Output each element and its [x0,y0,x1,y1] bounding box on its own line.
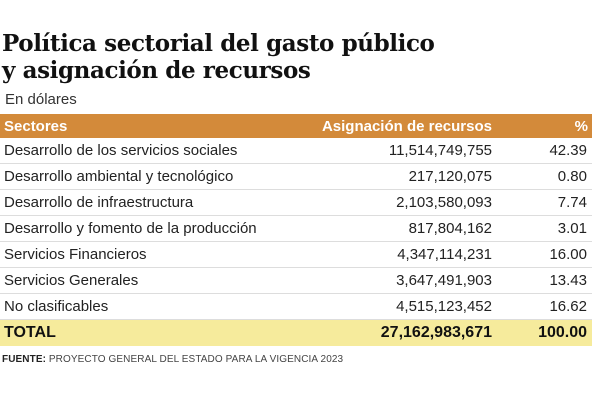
row-amount: 11,514,749,755 [300,138,496,164]
total-label: TOTAL [0,319,300,346]
infographic: Política sectorial del gasto público y a… [0,30,592,365]
budget-table: Sectores Asignación de recursos % Desarr… [0,114,592,346]
currency-note: En dólares [5,91,77,108]
table-footer: TOTAL 27,162,983,671 100.00 [0,319,592,346]
header-percent: % [496,114,592,138]
title-line-1: Política sectorial del gasto público [2,30,435,57]
row-sector: Desarrollo de infraestructura [0,189,300,216]
table-row: Desarrollo de infraestructura 2,103,580,… [0,189,592,216]
row-sector: Desarrollo de los servicios sociales [0,138,300,164]
table-row: Servicios Generales 3,647,491,903 13.43 [0,267,592,294]
row-percent: 16.62 [496,293,592,320]
table-row: Desarrollo y fomento de la producción 81… [0,215,592,242]
header-allocation: Asignación de recursos [300,114,496,138]
row-sector: Servicios Financieros [0,241,300,268]
row-percent: 3.01 [496,215,592,242]
row-amount: 2,103,580,093 [300,189,496,216]
header-row: Sectores Asignación de recursos % [0,114,592,138]
row-percent: 7.74 [496,189,592,216]
total-amount: 27,162,983,671 [300,319,496,346]
total-percent: 100.00 [496,319,592,346]
row-amount: 217,120,075 [300,163,496,190]
row-amount: 817,804,162 [300,215,496,242]
total-row: TOTAL 27,162,983,671 100.00 [0,319,592,346]
source-label: FUENTE: [2,354,47,365]
title-line-2: y asignación de recursos [2,57,311,84]
row-amount: 4,515,123,452 [300,293,496,320]
source-text: PROYECTO GENERAL DEL ESTADO PARA LA VIGE… [46,354,344,365]
row-sector: Servicios Generales [0,267,300,294]
row-sector: Desarrollo y fomento de la producción [0,215,300,242]
table-row: Desarrollo de los servicios sociales 11,… [0,138,592,164]
table-row: Desarrollo ambiental y tecnológico 217,1… [0,163,592,190]
row-amount: 3,647,491,903 [300,267,496,294]
table-body: Desarrollo de los servicios sociales 11,… [0,138,592,320]
row-percent: 42.39 [496,138,592,164]
source-note: FUENTE: PROYECTO GENERAL DEL ESTADO PARA… [2,354,592,365]
header-sectors: Sectores [0,114,300,138]
row-sector: Desarrollo ambiental y tecnológico [0,163,300,190]
infographic-title: Política sectorial del gasto público y a… [2,30,592,84]
table-header: Sectores Asignación de recursos % [0,114,592,138]
row-amount: 4,347,114,231 [300,241,496,268]
row-percent: 13.43 [496,267,592,294]
table-row: Servicios Financieros 4,347,114,231 16.0… [0,241,592,268]
row-percent: 16.00 [496,241,592,268]
row-percent: 0.80 [496,163,592,190]
table-row: No clasificables 4,515,123,452 16.62 [0,293,592,320]
row-sector: No clasificables [0,293,300,320]
